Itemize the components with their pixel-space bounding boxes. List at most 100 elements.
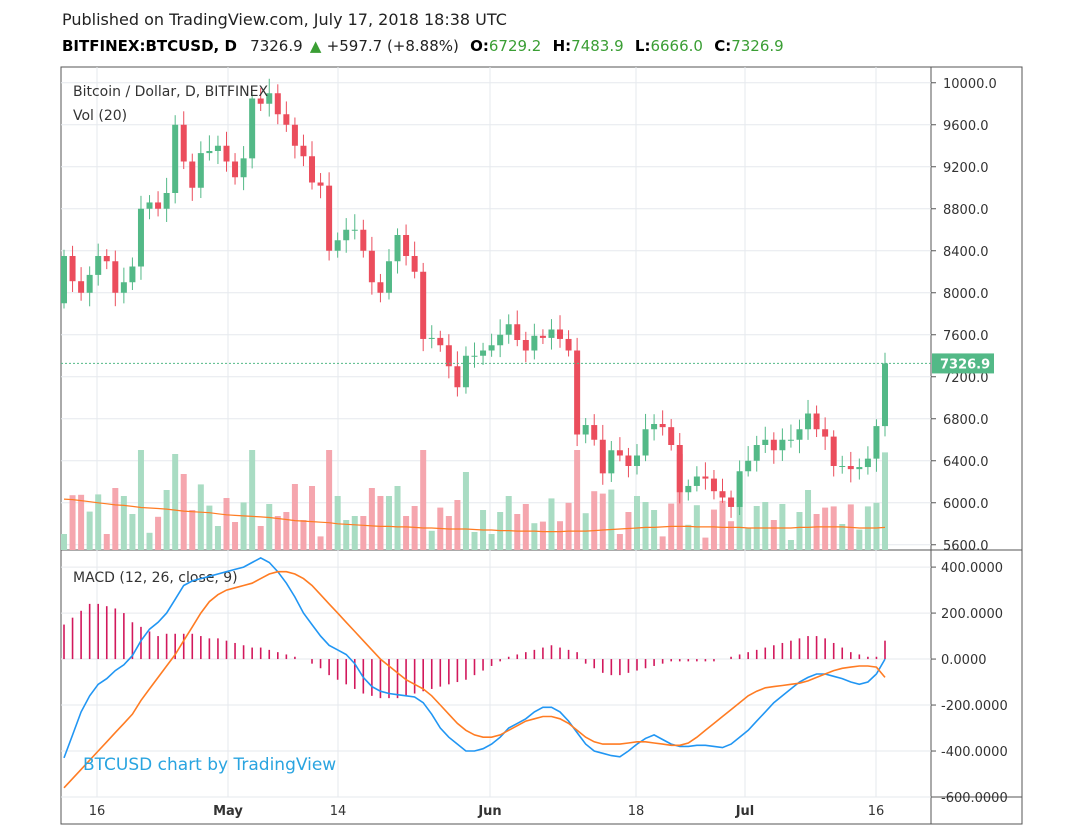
candle-down — [830, 436, 837, 466]
candle-up — [753, 445, 760, 461]
volume-bar — [762, 502, 769, 550]
candle-up — [642, 429, 649, 456]
volume-bar — [488, 534, 495, 550]
macd-histogram — [63, 603, 886, 699]
candle-down — [557, 329, 564, 339]
candle-up — [745, 460, 752, 472]
candle-up — [266, 93, 273, 104]
candle-down — [539, 335, 546, 338]
chart-frame — [52, 0, 1028, 829]
volume-bar — [779, 504, 786, 550]
volume-bar — [351, 516, 358, 550]
candle-down — [300, 145, 307, 157]
candle-down — [360, 229, 367, 251]
candle-down — [616, 450, 623, 456]
volume-bar — [642, 502, 649, 550]
candle-down — [625, 455, 632, 466]
volume-bar — [787, 540, 794, 550]
price-tick-label: 8000.0 — [943, 287, 989, 302]
candle-down — [702, 476, 709, 479]
volume-bar — [137, 450, 144, 550]
high-value: 7483.9 — [571, 37, 624, 55]
volume-bar — [574, 450, 581, 550]
volume-bar — [300, 520, 307, 550]
volume-bar — [616, 534, 623, 550]
candle-down — [189, 161, 196, 188]
candle-up — [582, 425, 589, 435]
volume-bar — [283, 512, 290, 550]
volume-bar — [146, 532, 153, 550]
volume-bar — [539, 521, 546, 550]
volume-bar — [599, 493, 606, 550]
candle-up — [129, 266, 136, 283]
candle-up — [531, 335, 538, 351]
volume-bar — [471, 532, 478, 550]
candle-down — [326, 185, 333, 251]
candle-down — [770, 439, 777, 451]
time-tick-label: Jun — [477, 804, 501, 819]
candle-up — [651, 424, 658, 430]
candle-down — [574, 350, 581, 435]
candle-down — [411, 256, 418, 272]
volume-bar — [822, 507, 829, 550]
candle-up — [146, 202, 153, 209]
candle-up — [462, 355, 469, 388]
tradingview-watermark: BTCUSD chart by TradingView — [83, 755, 336, 775]
candle-up — [240, 158, 247, 178]
volume-bar — [334, 496, 341, 550]
macd-tick-label: -600.0000 — [941, 791, 1008, 806]
volume-bar — [428, 530, 435, 550]
candle-down — [420, 271, 427, 339]
up-arrow-icon: ▲ — [309, 37, 322, 55]
candle-up — [343, 229, 350, 241]
time-tick-label: 18 — [628, 804, 645, 819]
open-label: O: — [470, 37, 489, 55]
candle-down — [223, 145, 230, 162]
volume-bar — [454, 500, 461, 550]
candle-down — [403, 235, 410, 256]
volume-label: Vol (20) — [73, 108, 127, 124]
volume-bar — [728, 521, 735, 550]
price-tick-label: 8800.0 — [943, 203, 989, 218]
candle-down — [813, 413, 820, 430]
volume-bar — [394, 486, 401, 550]
price-pane-title: Bitcoin / Dollar, D, BITFINEX — [73, 84, 268, 100]
candle-up — [95, 256, 102, 275]
volume-bar — [163, 490, 170, 550]
candle-up — [505, 324, 512, 335]
change-value: +597.7 (+8.88%) — [326, 37, 459, 55]
volume-bar — [291, 484, 298, 550]
candle-up — [787, 439, 794, 441]
volume-bar — [120, 496, 127, 550]
volume-bar — [873, 502, 880, 550]
candle-up — [351, 229, 358, 231]
candle-down — [710, 478, 717, 492]
volume-bar — [197, 484, 204, 550]
time-tick-label: May — [213, 804, 243, 819]
volume-bar — [317, 536, 324, 550]
candle-down — [445, 345, 452, 367]
candle-down — [822, 429, 829, 437]
candle-up — [762, 439, 769, 445]
time-tick-label: Jul — [735, 804, 755, 819]
last-price: 7326.9 — [250, 37, 303, 55]
volume-bar — [368, 488, 375, 550]
volume-bar — [155, 516, 162, 550]
volume-bar — [445, 516, 452, 550]
candle-up — [736, 471, 743, 507]
volume-bar — [206, 505, 213, 550]
candle-down — [668, 427, 675, 445]
candle-down — [676, 445, 683, 493]
chart-border — [60, 66, 1023, 825]
volume-bar — [360, 516, 367, 550]
price-tick-label: 6000.0 — [943, 497, 989, 512]
candle-down — [599, 439, 606, 474]
volume-bar — [514, 514, 521, 550]
candle-up — [137, 208, 144, 267]
candle-up — [548, 329, 555, 338]
candle-up — [385, 261, 392, 293]
candle-up — [685, 485, 692, 493]
candle-down — [103, 256, 110, 262]
price-tick-label: 6800.0 — [943, 413, 989, 428]
